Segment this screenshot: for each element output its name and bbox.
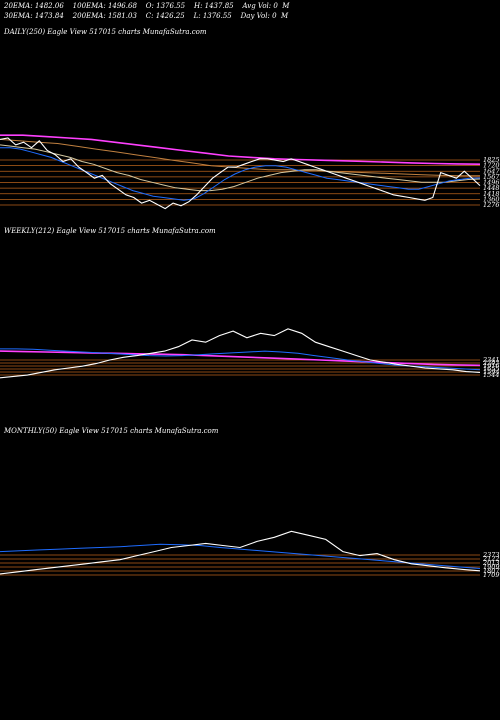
weekly-ytick-label: 2202 [482, 359, 500, 367]
daily-ytick-label: 1647 [483, 167, 500, 175]
daily-ytick-label: 1360 [483, 195, 500, 203]
daily-ytick-label: 1448 [483, 184, 500, 192]
monthly-price-line [0, 530, 481, 575]
daily-ema200-line [0, 134, 481, 165]
monthly-ytick-label: 1709 [483, 571, 500, 579]
monthly-ytick-label: 2013 [482, 559, 500, 567]
monthly-panel-title: MONTHLY(50) Eagle View 517015 charts Mun… [4, 427, 219, 435]
monthly-ytick-label: 1807 [483, 567, 500, 575]
daily-ytick-label: 1276 [483, 201, 500, 209]
daily-ytick-label: 1567 [483, 173, 500, 181]
daily-ema30-line [0, 144, 481, 192]
weekly-ytick-label: 1655 [483, 365, 500, 373]
daily-ema20-line [0, 147, 481, 201]
monthly-ytick-label: 2373 [482, 551, 500, 559]
monthly-ytick-label: 1909 [483, 563, 500, 571]
daily-panel-title: DAILY(250) Eagle View 517015 charts Muna… [4, 28, 207, 36]
ema-header-line2: 30EMA: 1473.84 200EMA: 1581.03 C: 1426.2… [4, 12, 289, 20]
weekly-price-line [0, 328, 481, 379]
weekly-ytick-label: 2341 [482, 356, 500, 364]
daily-ytick-label: 1496 [483, 179, 500, 187]
daily-ema100-line [0, 138, 481, 177]
weekly-ytick-label: 1544 [483, 371, 500, 379]
ema-header-line1: 20EMA: 1482.06 100EMA: 1496.68 O: 1376.5… [4, 2, 290, 10]
weekly-ytick-label: 1594 [483, 368, 500, 376]
daily-ytick-label: 1720 [483, 162, 500, 170]
weekly-ema20-line [0, 348, 481, 371]
monthly-ema20-line [0, 543, 481, 569]
weekly-ema200-line [0, 350, 481, 367]
weekly-ytick-label: 1916 [483, 362, 500, 370]
weekly-panel-title: WEEKLY(212) Eagle View 517015 charts Mun… [4, 227, 216, 235]
daily-price-line [0, 137, 481, 210]
monthly-ytick-label: 2122 [482, 555, 500, 563]
daily-ytick-label: 1825 [483, 156, 500, 164]
daily-ytick-label: 1418 [483, 190, 500, 198]
